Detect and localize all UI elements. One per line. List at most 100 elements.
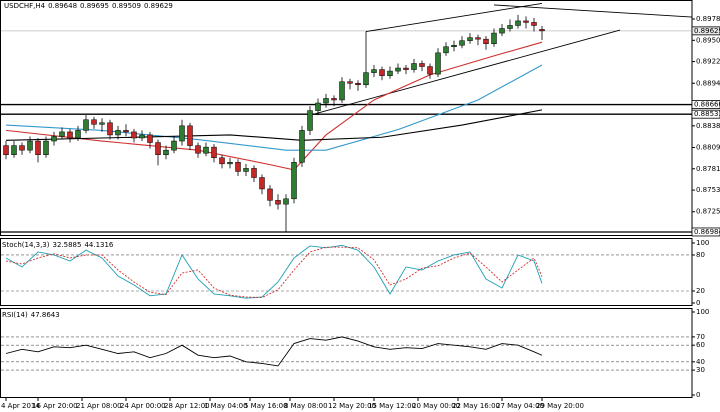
candle-body	[307, 110, 313, 131]
x-tick-label: 5 May 16:00	[244, 402, 288, 410]
x-tick-label: 8 May 08:00	[284, 402, 328, 410]
candle-body	[491, 32, 497, 44]
ohlc-value: 0.89695	[80, 2, 109, 10]
candle-body	[59, 131, 65, 137]
y-tick-label: 0.87535	[696, 186, 720, 194]
x-tick-label: 1 May 04:00	[204, 402, 248, 410]
candle-body	[147, 134, 153, 143]
indicator-value: 47.8643	[31, 311, 60, 319]
candle-body	[323, 98, 329, 104]
candle-body	[107, 122, 113, 136]
candle-body	[515, 20, 521, 26]
x-tick-label: 12 May 20:00	[328, 402, 376, 410]
candle-body	[19, 145, 25, 151]
price-box	[691, 26, 720, 36]
x-tick-label: 22 May 16:00	[452, 402, 500, 410]
y-tick-label: 100	[696, 239, 709, 247]
y-tick-label: 0.89785	[696, 15, 720, 23]
candle-body	[211, 146, 217, 159]
candle-body	[459, 40, 465, 46]
panel-frame	[0, 238, 693, 306]
trendline	[493, 4, 693, 18]
indicator-name: RSI(14)	[2, 311, 28, 319]
candle-body	[235, 162, 241, 172]
y-tick-label: 80	[696, 251, 705, 259]
candle-body	[387, 70, 393, 76]
ohlc-value: 0.89509	[112, 2, 141, 10]
y-tick-label: 20	[696, 287, 705, 295]
panel-frame	[0, 0, 693, 236]
candle-body	[339, 81, 345, 101]
candle-body	[299, 130, 305, 163]
candle-body	[531, 22, 537, 26]
y-tick-label: 100	[696, 308, 709, 316]
x-tick-label: 15 May 12:00	[368, 402, 416, 410]
candle-body	[499, 28, 505, 34]
candle-body	[11, 145, 17, 155]
y-tick-label: 0.88095	[696, 144, 720, 152]
candle-body	[331, 98, 337, 101]
candle-body	[539, 29, 545, 32]
candle-body	[203, 146, 209, 154]
candle-body	[275, 200, 281, 205]
y-tick-label: 60	[696, 341, 705, 349]
candle-body	[411, 63, 417, 70]
candle-body	[427, 66, 433, 75]
y-tick-label: 0.89505	[696, 36, 720, 44]
candle-body	[523, 20, 529, 23]
ohlc-value: 0.89648	[48, 2, 77, 10]
candle-body	[243, 168, 249, 172]
candle-body	[155, 142, 161, 155]
indicator-name: Stoch(14,3,3)	[2, 241, 50, 249]
candle-body	[171, 140, 177, 151]
candle-body	[35, 140, 41, 155]
candle-body	[435, 52, 441, 75]
candle-body	[131, 131, 137, 139]
candle-body	[483, 38, 489, 44]
y-tick-label: 0.89225	[696, 58, 720, 66]
candle-body	[419, 63, 425, 67]
indicator-line	[5, 244, 543, 299]
x-tick-label: 27 May 04:00	[496, 402, 544, 410]
candle-body	[371, 69, 377, 73]
indicator-value: 44.1316	[84, 241, 113, 249]
indicator-title: RSI(14) 47.8643	[2, 311, 60, 319]
x-tick-label: 16 Apr 20:00	[32, 402, 78, 410]
candle-body	[451, 44, 457, 48]
price-label: 0.89629	[694, 27, 720, 35]
x-tick-label: 4 Apr 2014	[1, 402, 40, 410]
level-box	[691, 227, 720, 237]
level-box	[691, 100, 720, 109]
candle-body	[179, 125, 185, 142]
indicator-title: Stoch(14,3,3) 32.5885 44.1316	[2, 241, 114, 249]
y-tick-label: 0.87250	[696, 208, 720, 216]
y-tick-label: 40	[696, 358, 705, 366]
candle-body	[43, 140, 49, 155]
candle-body	[195, 145, 201, 154]
candle-body	[83, 119, 89, 131]
candle-body	[219, 157, 225, 165]
trendline	[309, 29, 621, 116]
chart-title: USDCHF,H4 0.89648 0.89695 0.89509 0.89629	[4, 2, 173, 10]
candle-body	[99, 122, 105, 125]
candle-body	[283, 198, 289, 205]
indicator-value: 32.5885	[52, 241, 81, 249]
candle-body	[187, 125, 193, 146]
ohlc-value: 0.89629	[144, 2, 173, 10]
panel-frame	[0, 308, 693, 398]
candle-body	[163, 149, 169, 155]
candle-body	[139, 134, 145, 139]
candle-body	[75, 130, 81, 139]
candle-body	[267, 188, 273, 201]
candle-body	[363, 72, 369, 86]
candle-body	[291, 162, 297, 200]
y-tick-label: 0.87815	[696, 165, 720, 173]
candle-body	[251, 168, 257, 178]
candle-body	[315, 102, 321, 111]
y-tick-label: 30	[696, 366, 705, 374]
y-tick-label: 70	[696, 333, 705, 341]
